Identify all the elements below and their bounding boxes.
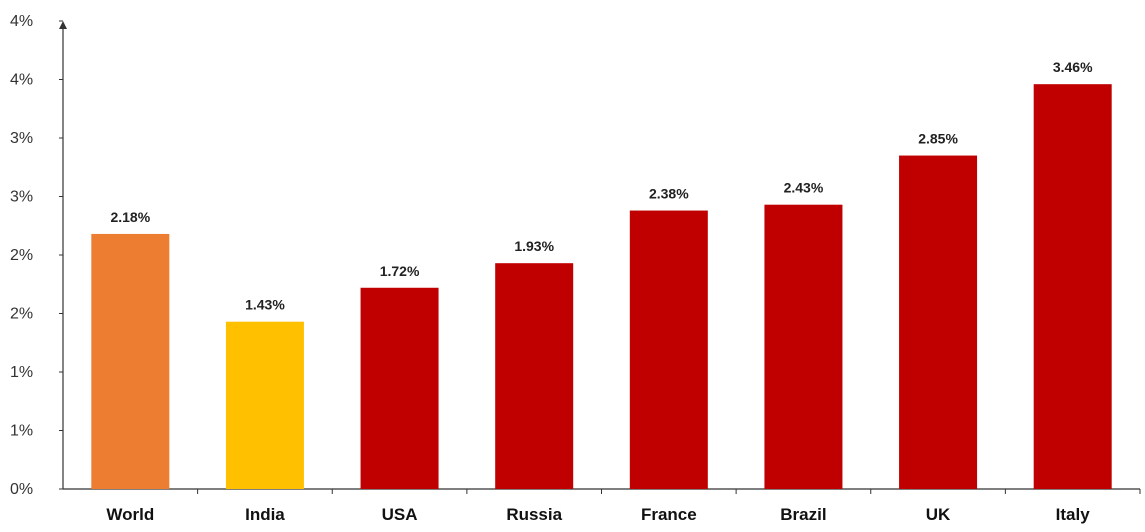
x-tick-label: Brazil [780,505,826,524]
bar-uk [899,155,978,490]
y-tick-label: 1% [10,423,33,440]
y-axis: 0% 1% 1% 2% 2% 3% 3% 4% 4% [10,13,67,498]
y-tick-label: 3% [10,130,33,147]
y-tick-label: 3% [10,189,33,206]
y-tick-label: 2% [10,247,33,264]
y-axis-arrow [59,21,67,29]
y-tick-label: 4% [10,13,33,30]
bar-india [225,321,304,489]
x-tick-label: UK [926,505,951,524]
data-label: 2.85% [918,131,958,147]
data-label: 1.72% [380,263,420,279]
y-tick-label: 4% [10,72,33,89]
x-tick-label: World [106,505,154,524]
bar-world [91,233,170,489]
bars [91,84,1112,490]
data-label: 1.93% [514,238,554,254]
x-tick-label: Russia [506,505,562,524]
data-label: 2.38% [649,186,689,202]
y-tick-label: 0% [10,481,33,498]
y-tick-label: 2% [10,306,33,323]
y-tick-label: 1% [10,364,33,381]
data-label: 2.43% [784,180,824,196]
x-tick-label: France [641,505,697,524]
x-tick-label: USA [382,505,418,524]
data-label: 1.43% [245,297,285,313]
bar-italy [1033,84,1112,490]
data-label: 2.18% [110,209,150,225]
bar-france [629,210,708,490]
data-label: 3.46% [1053,59,1093,75]
x-tick-label: Italy [1056,505,1091,524]
x-axis: World India USA Russia France Brazil UK Italy [63,488,1141,524]
bar-russia [495,263,574,489]
bar-usa [360,287,439,489]
x-tick-label: India [245,505,285,524]
bar-brazil [764,204,843,489]
data-labels: 2.18% 1.43% 1.72% 1.93% 2.38% 2.43% 2.85% 3.46% [110,59,1093,313]
